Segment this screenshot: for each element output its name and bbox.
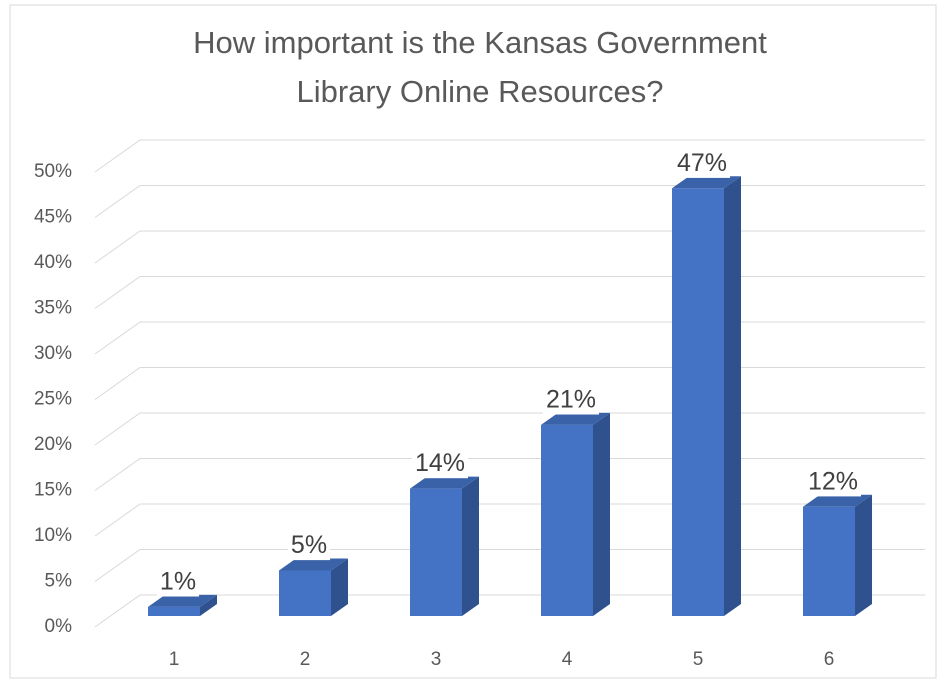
y-tick-label: 5% [45,571,73,592]
bar-side [200,594,217,616]
grid-line [94,549,925,582]
x-tick-label: 5 [693,649,704,670]
data-label-bg [673,147,731,178]
grid-line [94,367,925,400]
bar [148,594,217,616]
grid-line [94,503,925,537]
bar-front [541,424,593,616]
x-tick-label: 4 [562,649,573,670]
bar-front [672,188,724,617]
y-tick-label: 40% [34,252,72,273]
data-label-bg [804,466,862,497]
grid-line [94,594,925,628]
y-tick-label: 45% [34,207,72,228]
data-label-bg [411,448,469,479]
y-tick-label: 15% [34,480,72,501]
chart-title: How important is the Kansas Government [193,25,767,60]
data-label-bg [542,384,600,415]
bar-top [541,412,610,425]
bar-top [410,476,479,489]
data-label-bg [287,530,331,561]
bar-front [148,606,200,616]
data-label: 47% [677,149,727,177]
bar-front [803,506,855,616]
data-label: 21% [546,386,596,414]
data-label: 14% [415,449,465,477]
bar-front [279,570,331,616]
grid-line [94,412,925,446]
bar-top [148,594,217,607]
bar [279,558,348,616]
grid-line [94,185,925,218]
x-tick-label: 3 [431,649,442,670]
x-tick-label: 2 [300,649,311,670]
bar-top [279,558,348,571]
data-label-bg [156,566,200,597]
bar [672,176,741,617]
x-tick-label: 1 [169,649,180,670]
grid-line [94,276,925,309]
bar [410,476,479,616]
y-tick-label: 0% [45,616,73,637]
y-tick-label: 30% [34,343,72,364]
bar-side [724,176,741,617]
y-tick-label: 25% [34,389,72,410]
bar-side [855,494,872,616]
data-label: 5% [291,531,327,559]
bar-side [331,558,348,616]
x-tick-label: 6 [824,649,835,670]
y-tick-label: 20% [34,434,72,455]
chart-title: Library Online Resources? [296,74,663,109]
data-label: 1% [160,568,196,596]
grid-line [94,230,925,264]
bar-top [672,176,741,189]
grid-line [94,139,925,173]
bar-side [462,476,479,616]
bar [803,494,872,616]
y-tick-label: 10% [34,525,72,546]
bar-front [410,488,462,616]
data-label: 12% [808,467,858,495]
y-tick-label: 50% [34,161,72,182]
bar-side [593,412,610,616]
bar-top [803,494,872,507]
bar [541,412,610,616]
y-tick-label: 35% [34,298,72,319]
grid-line [94,458,925,491]
grid-line [94,321,925,355]
